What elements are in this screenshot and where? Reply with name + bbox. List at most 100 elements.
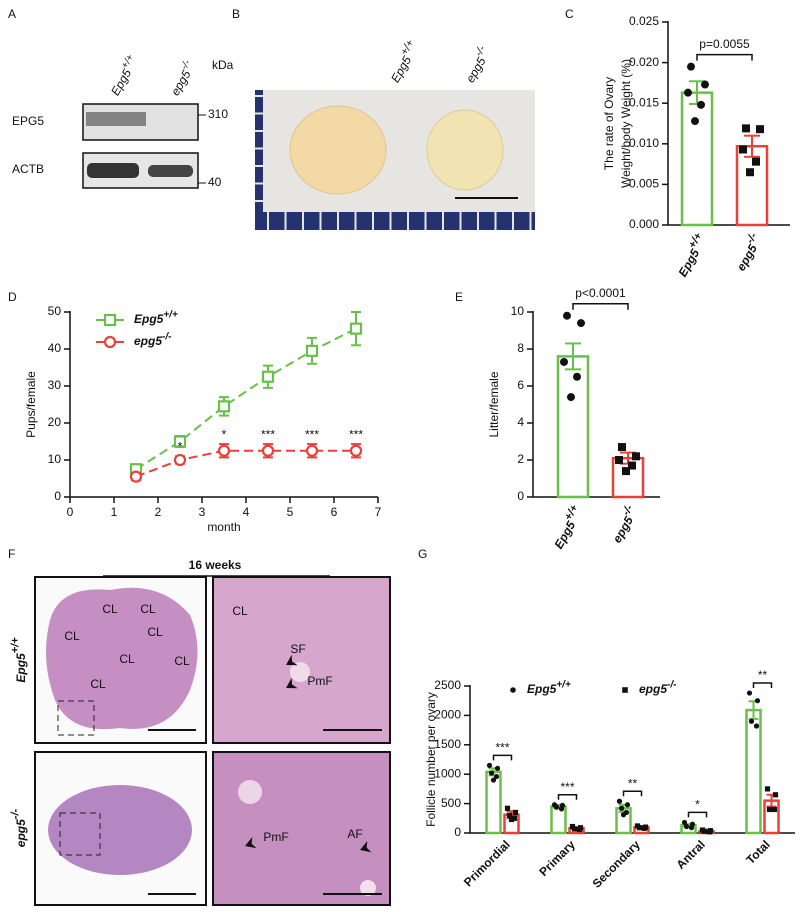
arrowhead	[286, 654, 298, 666]
significance-bracket	[572, 302, 629, 310]
legend-label-main: Epg5	[527, 682, 557, 696]
data-point	[636, 825, 643, 831]
x-tick-label: 6	[331, 505, 338, 519]
data-point	[697, 100, 705, 109]
y-tick-label: 4	[517, 415, 524, 429]
data-point	[615, 456, 623, 464]
data-point	[553, 804, 560, 810]
panel-label: F	[8, 547, 15, 561]
x-tick-label: 2	[155, 505, 162, 519]
follicle	[360, 880, 376, 896]
data-point	[701, 80, 709, 89]
data-point	[173, 435, 187, 448]
data-point	[620, 812, 627, 818]
data-point	[746, 168, 754, 177]
data-point	[508, 816, 515, 823]
data-point	[493, 773, 500, 780]
legend-label: epg5-/-	[639, 679, 677, 696]
panel-label: A	[8, 7, 16, 21]
data-point	[752, 157, 760, 166]
histology-label: CL	[119, 652, 135, 666]
data-point	[739, 145, 747, 154]
y-tick-label: 2	[517, 452, 524, 466]
histology-label: PmF	[307, 674, 332, 688]
data-point	[683, 823, 690, 830]
data-point	[571, 826, 578, 832]
zoom-box	[57, 700, 95, 736]
y-tick-label: 40	[48, 341, 62, 355]
x-tick-label: 4	[243, 505, 250, 519]
legend-label-main: Epg5	[134, 312, 164, 326]
data-point	[349, 444, 363, 457]
legend-label-sup: -/-	[667, 679, 677, 690]
x-tick-label: 1	[111, 505, 118, 519]
histology-label: CL	[147, 625, 163, 639]
data-point	[618, 443, 626, 452]
zoom-box	[59, 812, 101, 856]
ovary	[289, 105, 387, 195]
data-point	[305, 344, 319, 357]
data-point	[624, 802, 631, 808]
row-label-sup: +/+	[10, 637, 22, 653]
data-point	[577, 319, 585, 328]
series-line	[135, 327, 357, 471]
data-point	[766, 806, 773, 813]
data-point	[618, 805, 625, 811]
significance-label: p<0.0001	[575, 286, 626, 300]
data-point	[641, 825, 648, 831]
data-point	[506, 812, 513, 818]
data-point	[504, 805, 511, 811]
y-tick-label: 6	[517, 378, 524, 392]
histology-label: CL	[102, 602, 118, 616]
ovary-section	[48, 785, 192, 875]
data-point	[688, 825, 695, 831]
panel-label: C	[565, 7, 574, 21]
arrowhead	[286, 677, 298, 689]
significance-label: **	[758, 668, 768, 682]
x-tick-label: 5	[287, 505, 294, 519]
x-tick-label: 3	[199, 505, 206, 519]
legend-label-sup: +/+	[556, 679, 571, 690]
y-tick-label: 0.005	[629, 177, 659, 191]
data-point	[261, 370, 275, 383]
panel-label: B	[232, 7, 240, 21]
legend-label: Epg5+/+	[527, 679, 571, 696]
y-tick-label: 2000	[434, 708, 461, 722]
arrowhead	[360, 840, 372, 853]
significance-label: ***	[495, 741, 509, 755]
y-tick-label: 0.015	[629, 95, 659, 109]
data-point	[691, 117, 699, 126]
data-point	[512, 809, 519, 816]
legend-marker	[103, 313, 117, 327]
histology-label: AF	[347, 827, 362, 841]
y-tick-label: 0.010	[629, 136, 659, 150]
ovary	[426, 109, 504, 191]
data-point	[706, 829, 713, 835]
row-label: EPG5	[12, 114, 44, 128]
row-label-main: Epg5	[14, 653, 28, 683]
histology-image	[212, 751, 391, 906]
legend-label-main: epg5	[134, 334, 162, 348]
data-point	[217, 400, 231, 413]
marker-label: 40	[208, 175, 222, 189]
data-point	[684, 88, 692, 97]
marker-label: 310	[208, 107, 228, 121]
unit-label: kDa	[212, 58, 234, 72]
significance-label: ***	[560, 780, 574, 794]
x-axis-label: month	[207, 520, 240, 534]
data-point	[486, 762, 493, 768]
histology-label: CL	[64, 629, 80, 643]
blot-band	[86, 112, 146, 126]
data-point	[753, 723, 760, 729]
y-axis-label: Litter/female	[487, 371, 501, 437]
data-point	[563, 311, 571, 320]
data-point	[217, 444, 231, 457]
data-point	[764, 786, 771, 792]
data-point	[632, 452, 640, 461]
y-tick-label: 0.020	[629, 55, 659, 69]
significance-label: ***	[305, 427, 319, 441]
y-tick-label: 10	[48, 452, 62, 466]
panel-label: E	[455, 290, 463, 304]
y-tick-label: 500	[441, 796, 461, 810]
